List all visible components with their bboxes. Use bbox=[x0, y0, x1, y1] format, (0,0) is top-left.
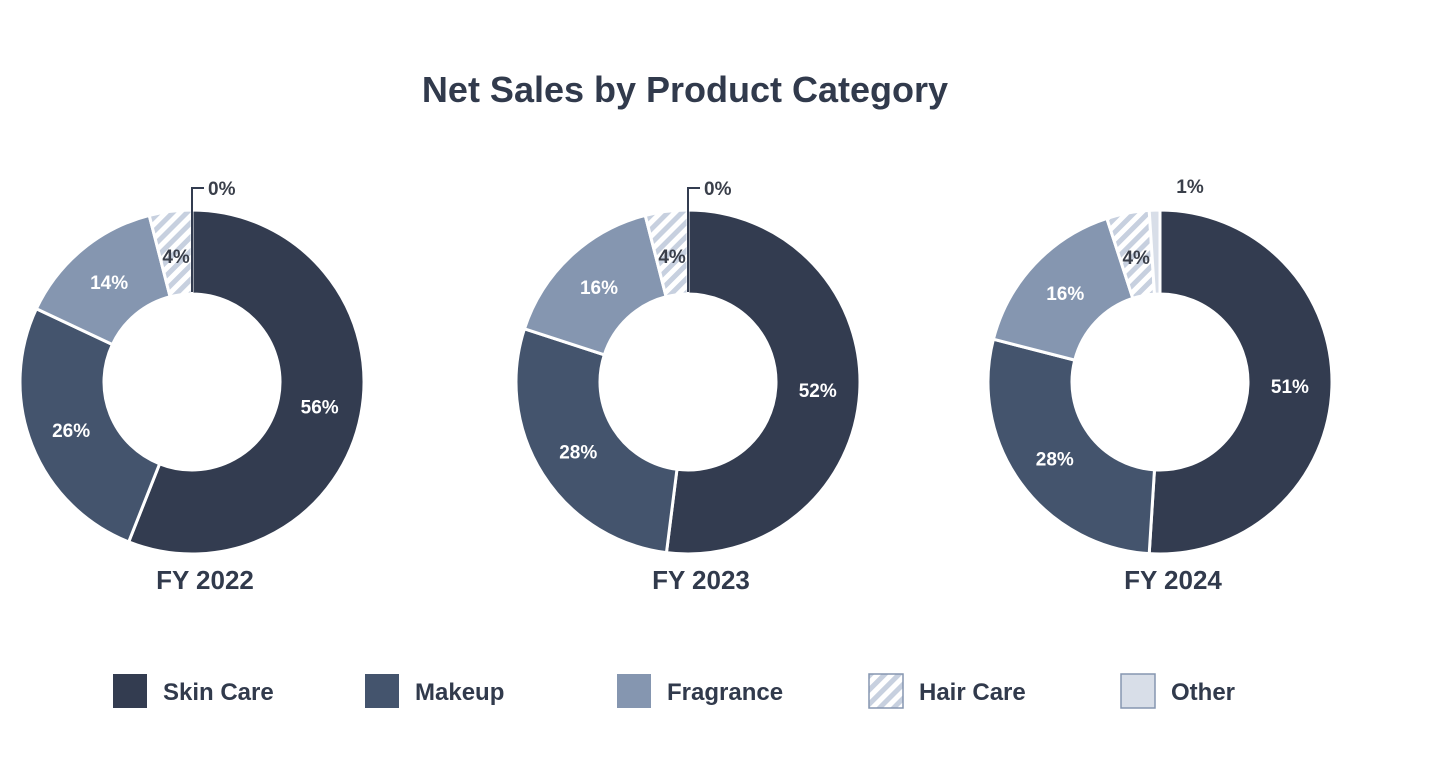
slice-label-other: 1% bbox=[1176, 177, 1204, 198]
slice-label-fragrance: 14% bbox=[90, 273, 128, 294]
year-label-fy-2022: FY 2022 bbox=[156, 565, 254, 595]
slice-skin-care bbox=[664, 208, 862, 556]
year-label-fy-2024: FY 2024 bbox=[1124, 565, 1222, 595]
legend-label-hair-care: Hair Care bbox=[919, 679, 1026, 706]
slice-label-fragrance: 16% bbox=[580, 278, 618, 299]
slice-label-other: 0% bbox=[704, 179, 732, 200]
slice-skin-care bbox=[1147, 208, 1334, 556]
donut-fy-2024: 51% 28% 16% 4% 1% FY 2024 bbox=[986, 177, 1334, 595]
legend-label-makeup: Makeup bbox=[415, 679, 504, 706]
donut-fy-2022: 56% 26% 14% 4% 0% FY 2022 bbox=[18, 179, 366, 595]
legend: Skin Care Makeup Fragrance Hair Care Other bbox=[113, 673, 1235, 709]
legend-swatch-other bbox=[1120, 673, 1156, 709]
legend-swatch-fragrance bbox=[617, 674, 651, 708]
legend-item-other: Other bbox=[1120, 673, 1235, 709]
legend-label-skin-care: Skin Care bbox=[163, 679, 274, 706]
slice-hair-care bbox=[643, 208, 690, 299]
slice-other bbox=[1147, 208, 1162, 296]
slice-makeup bbox=[986, 337, 1157, 556]
slice-label-other: 0% bbox=[208, 179, 236, 200]
slice-label-hair-care: 4% bbox=[1122, 248, 1150, 269]
slice-label-skin-care: 56% bbox=[301, 397, 339, 418]
slice-hair-care bbox=[147, 208, 194, 299]
legend-item-makeup: Makeup bbox=[365, 674, 504, 708]
slice-label-makeup: 26% bbox=[52, 421, 90, 442]
legend-label-fragrance: Fragrance bbox=[667, 679, 783, 706]
legend-item-hair-care: Hair Care bbox=[868, 673, 1026, 709]
slice-label-hair-care: 4% bbox=[162, 247, 190, 268]
chart-title: Net Sales by Product Category bbox=[422, 69, 948, 110]
slice-label-makeup: 28% bbox=[1036, 449, 1074, 470]
slice-label-skin-care: 52% bbox=[799, 381, 837, 402]
slice-makeup bbox=[18, 306, 162, 544]
donut-fy-2023: 52% 28% 16% 4% 0% FY 2023 bbox=[514, 179, 862, 595]
slice-label-fragrance: 16% bbox=[1046, 284, 1084, 305]
donut-charts: 56% 26% 14% 4% 0% FY 2022 52% 28% 16% 4% 0% FY 2023… bbox=[18, 177, 1334, 595]
slice-label-makeup: 28% bbox=[559, 443, 597, 464]
leader-line-other bbox=[687, 187, 700, 292]
slice-label-skin-care: 51% bbox=[1271, 377, 1309, 398]
legend-swatch-hair-care bbox=[868, 673, 904, 709]
legend-label-other: Other bbox=[1171, 679, 1235, 706]
legend-swatch-skin-care bbox=[113, 674, 147, 708]
slice-skin-care bbox=[126, 208, 366, 556]
legend-swatch-makeup bbox=[365, 674, 399, 708]
year-label-fy-2023: FY 2023 bbox=[652, 565, 750, 595]
slice-makeup bbox=[514, 326, 679, 555]
legend-item-fragrance: Fragrance bbox=[617, 674, 783, 708]
leader-line-other bbox=[191, 187, 204, 292]
legend-item-skin-care: Skin Care bbox=[113, 674, 274, 708]
slice-label-hair-care: 4% bbox=[658, 247, 686, 268]
